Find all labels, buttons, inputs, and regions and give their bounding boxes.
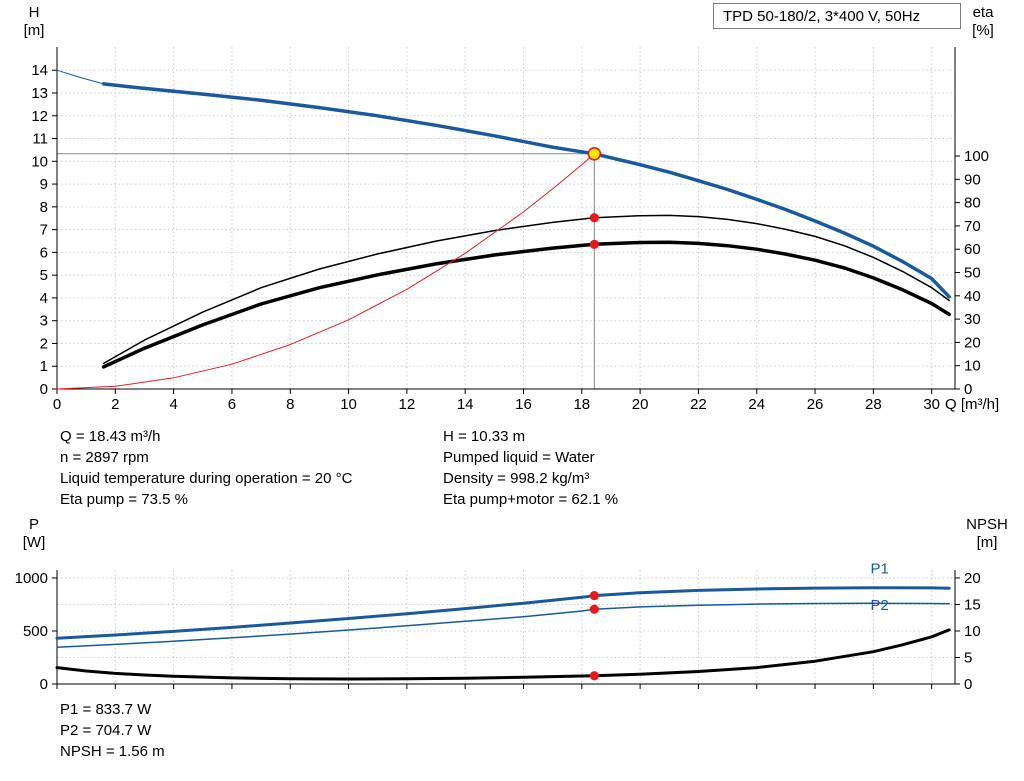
left-tick-label: 5 bbox=[40, 267, 48, 284]
npsh-curve bbox=[55, 628, 951, 681]
p2-curve-label: P2 bbox=[870, 597, 888, 614]
result-p1-line: P1 = 833.7 W bbox=[60, 701, 152, 718]
x-tick-label: 8 bbox=[286, 396, 294, 413]
h-curve bbox=[101, 82, 951, 299]
left-tick-label: 3 bbox=[40, 313, 48, 330]
right-tick-label: 5 bbox=[964, 649, 972, 666]
duty-point-marker[interactable] bbox=[587, 146, 602, 161]
left-tick-label: 12 bbox=[31, 108, 48, 125]
right-tick-label: 20 bbox=[964, 334, 981, 351]
left-tick-label: 1 bbox=[40, 358, 48, 375]
duty-density-line: Density = 998.2 kg/m³ bbox=[443, 470, 590, 487]
right-tick-label: 20 bbox=[964, 570, 981, 587]
right-tick-label: 80 bbox=[964, 195, 981, 212]
right-tick-label: 100 bbox=[964, 148, 989, 165]
x-tick-label: 4 bbox=[169, 396, 177, 413]
operating-point-dot bbox=[589, 671, 599, 681]
duty-info-left: Q = 18.43 m³/h n = 2897 rpm Liquid tempe… bbox=[60, 426, 352, 510]
x-tick-label: 14 bbox=[457, 396, 474, 413]
left-tick-label: 9 bbox=[40, 176, 48, 193]
right-tick-label: 60 bbox=[964, 241, 981, 258]
h-axis-symbol: H bbox=[28, 4, 40, 21]
left-tick-label: 14 bbox=[31, 62, 48, 79]
npsh-axis-symbol: NPSH bbox=[966, 516, 1008, 533]
eta-pump-motor-curve bbox=[101, 240, 951, 369]
result-info: P1 = 833.7 W P2 = 704.7 W NPSH = 1.56 m bbox=[60, 699, 165, 762]
duty-h-line: H = 10.33 m bbox=[443, 428, 526, 445]
left-tick-label: 2 bbox=[40, 335, 48, 352]
npsh-axis-unit: [m] bbox=[976, 534, 998, 551]
x-tick-label: 18 bbox=[573, 396, 590, 413]
right-tick-label: 0 bbox=[964, 381, 972, 398]
npsh-axis-title: NPSH [m] bbox=[956, 516, 1018, 552]
right-tick-label: 10 bbox=[964, 358, 981, 375]
right-tick-label: 15 bbox=[964, 596, 981, 613]
qh-eta-chart: 0123456789101112131401020304050607080901… bbox=[31, 47, 989, 413]
operating-point-dot bbox=[589, 213, 599, 223]
result-p2-line: P2 = 704.7 W bbox=[60, 722, 152, 739]
x-tick-label: 2 bbox=[111, 396, 119, 413]
x-tick-label: 12 bbox=[399, 396, 416, 413]
right-tick-label: 50 bbox=[964, 265, 981, 282]
pump-model-box: TPD 50-180/2, 3*400 V, 50Hz bbox=[713, 3, 961, 29]
right-tick-label: 30 bbox=[964, 311, 981, 328]
right-tick-label: 10 bbox=[964, 623, 981, 640]
eta-axis-symbol: eta bbox=[972, 4, 994, 21]
operating-point-dot bbox=[589, 239, 599, 249]
left-tick-label: 0 bbox=[40, 676, 48, 693]
right-tick-label: 0 bbox=[964, 676, 972, 693]
left-tick-label: 8 bbox=[40, 199, 48, 216]
left-tick-label: 0 bbox=[40, 381, 48, 398]
pump-model-label: TPD 50-180/2, 3*400 V, 50Hz bbox=[723, 7, 921, 25]
p2-curve bbox=[56, 602, 950, 648]
p1-curve bbox=[55, 586, 951, 640]
p-axis-symbol: P bbox=[28, 516, 39, 533]
left-tick-label: 10 bbox=[31, 153, 48, 170]
left-tick-label: 7 bbox=[40, 222, 48, 239]
duty-q-line: Q = 18.43 m³/h bbox=[60, 428, 161, 445]
right-tick-label: 90 bbox=[964, 171, 981, 188]
operating-point-dot bbox=[589, 590, 599, 601]
x-tick-label: 22 bbox=[690, 396, 707, 413]
left-tick-label: 4 bbox=[40, 290, 48, 307]
duty-eta-pump-line: Eta pump = 73.5 % bbox=[60, 491, 188, 508]
x-tick-label: 20 bbox=[632, 396, 649, 413]
duty-speed-line: n = 2897 rpm bbox=[60, 449, 149, 466]
duty-temperature-line: Liquid temperature during operation = 20… bbox=[60, 470, 353, 487]
x-tick-label: 24 bbox=[748, 396, 765, 413]
duty-info-right: H = 10.33 m Pumped liquid = Water Densit… bbox=[443, 426, 618, 510]
eta-axis-title: eta [%] bbox=[958, 4, 1008, 40]
left-tick-label: 1000 bbox=[15, 570, 48, 587]
x-tick-label: 26 bbox=[807, 396, 824, 413]
left-tick-label: 11 bbox=[32, 131, 48, 148]
duty-liquid-line: Pumped liquid = Water bbox=[443, 449, 595, 466]
left-tick-label: 13 bbox=[31, 85, 48, 102]
x-tick-label: 10 bbox=[340, 396, 357, 413]
operating-point-dot bbox=[589, 604, 599, 614]
x-tick-label: 6 bbox=[228, 396, 236, 413]
left-tick-label: 500 bbox=[23, 623, 48, 640]
result-npsh-line: NPSH = 1.56 m bbox=[60, 743, 165, 760]
h-axis-unit: [m] bbox=[23, 22, 45, 39]
right-tick-label: 70 bbox=[964, 218, 981, 235]
p1-curve-label: P1 bbox=[870, 560, 888, 577]
q-axis-title: Q [m³/h] bbox=[945, 396, 1000, 413]
eta-pump-curve bbox=[102, 214, 950, 365]
x-tick-label: 0 bbox=[53, 396, 61, 413]
left-tick-label: 6 bbox=[40, 244, 48, 261]
x-tick-label: 30 bbox=[923, 396, 940, 413]
power-npsh-chart: 0 500 1000 0 5 10 15 20 P1 P2 bbox=[15, 560, 981, 693]
p-axis-unit: [W] bbox=[22, 534, 46, 551]
eta-axis-unit: [%] bbox=[972, 22, 994, 39]
duty-eta-total-line: Eta pump+motor = 62.1 % bbox=[443, 491, 619, 508]
x-tick-label: 16 bbox=[515, 396, 532, 413]
h-axis-title: H [m] bbox=[12, 4, 56, 40]
system-curve bbox=[56, 153, 595, 390]
x-tick-label: 28 bbox=[865, 396, 882, 413]
p-axis-title: P [W] bbox=[12, 516, 56, 552]
right-tick-label: 40 bbox=[964, 288, 981, 305]
h-curve-thin-start bbox=[56, 69, 105, 85]
